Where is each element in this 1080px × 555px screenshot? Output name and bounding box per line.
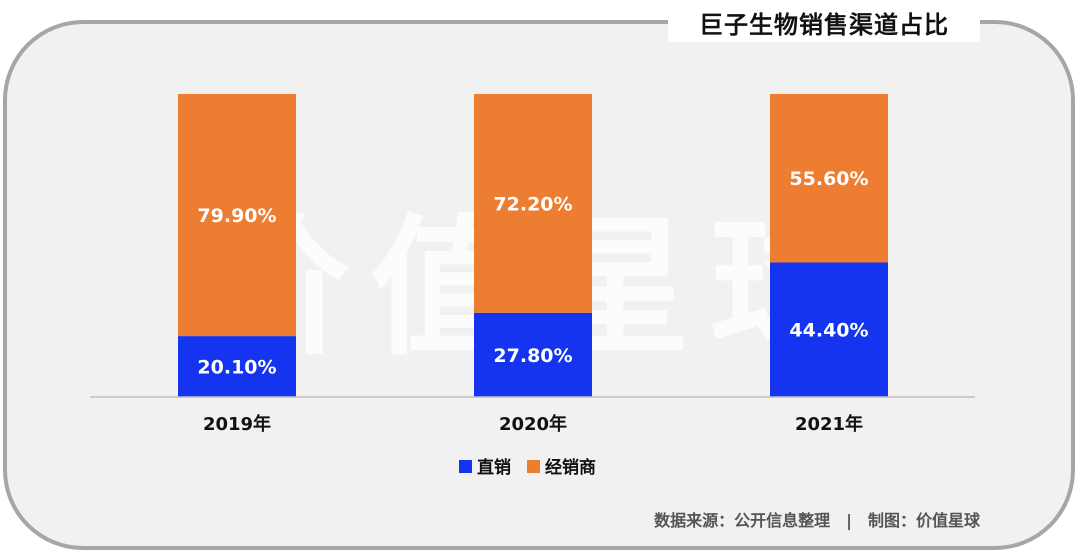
footer-separator: | xyxy=(846,511,852,530)
legend-label-direct: 直销 xyxy=(477,457,511,478)
data-label-distributor-3: 55.60% xyxy=(789,168,868,190)
data-label-direct-3: 44.40% xyxy=(789,320,868,342)
data-label-distributor-1: 79.90% xyxy=(197,205,276,227)
legend-swatch-distributor xyxy=(527,460,540,473)
data-label-distributor-2: 72.20% xyxy=(493,193,572,215)
legend-swatch-direct xyxy=(459,460,472,473)
data-label-direct-2: 27.80% xyxy=(493,345,572,367)
category-label-3: 2021年 xyxy=(795,413,863,435)
bars-layer: 20.10% 79.90% 27.80% 72.20% 44.40% 55.60% xyxy=(178,94,888,397)
legend-label-distributor: 经销商 xyxy=(545,457,596,478)
title-box: 巨子生物销售渠道占比 xyxy=(668,2,980,42)
bar-distributor-1 xyxy=(178,94,296,337)
footer-credits: 数据来源：公开信息整理 | 制图：价值星球 xyxy=(540,507,980,531)
bar-direct-2 xyxy=(474,312,592,397)
data-label-direct-1: 20.10% xyxy=(197,357,276,379)
bar-distributor-3 xyxy=(770,94,888,263)
bar-direct-1 xyxy=(178,336,296,397)
data-source: 数据来源：公开信息整理 xyxy=(654,511,831,530)
bar-distributor-2 xyxy=(474,94,592,313)
chart-producer: 制图：价值星球 xyxy=(867,511,980,530)
category-labels: 2019年 2020年 2021年 xyxy=(203,413,863,435)
category-label-1: 2019年 xyxy=(203,413,271,435)
chart-title: 巨子生物销售渠道占比 xyxy=(699,10,949,39)
category-label-2: 2020年 xyxy=(499,413,567,435)
bar-direct-3 xyxy=(770,262,888,397)
legend: 直销 经销商 xyxy=(459,457,596,478)
